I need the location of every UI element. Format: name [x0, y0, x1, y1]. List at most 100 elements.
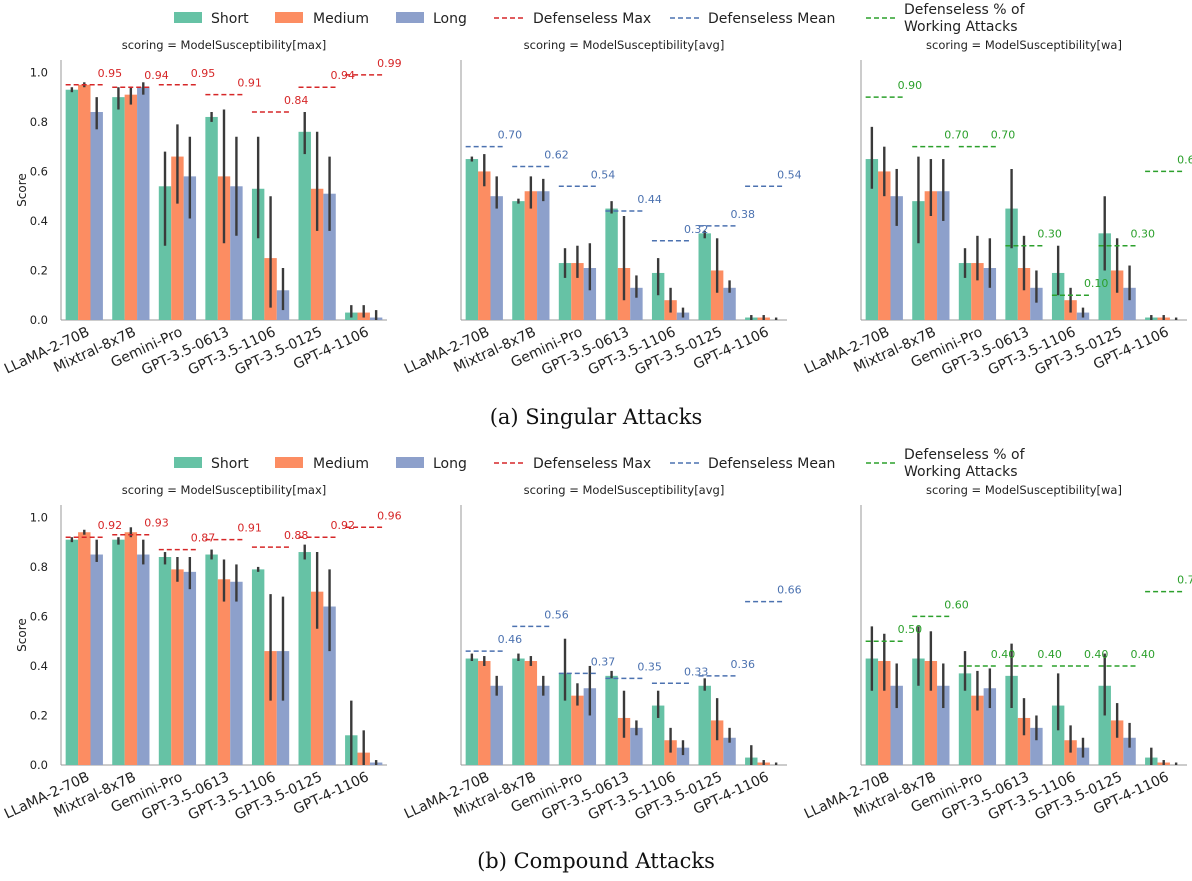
reference-label: 0.44 — [637, 193, 662, 206]
y-tick-label: 0.4 — [30, 659, 48, 673]
bar-short — [865, 658, 879, 765]
bar-medium — [878, 661, 891, 765]
bar-short — [698, 685, 711, 765]
bar-long — [90, 554, 103, 765]
reference-label: 0.54 — [591, 168, 616, 181]
bar-long — [323, 606, 336, 765]
reference-label: 0.62 — [544, 148, 569, 161]
y-tick-label: 0.2 — [30, 708, 48, 722]
bar-medium — [124, 94, 138, 321]
legend-label-short: Short — [211, 11, 249, 27]
bar-medium — [710, 270, 724, 320]
reference-label: 0.40 — [991, 648, 1016, 661]
bar-short — [512, 201, 525, 320]
bar-long — [183, 176, 197, 320]
y-tick-label: 0.0 — [30, 758, 48, 772]
bar-medium — [78, 84, 91, 320]
bar-long — [230, 186, 243, 320]
bar-short — [1005, 208, 1018, 320]
panel-singular-2: scoring = ModelSusceptibility[avg] 0.70 0.… — [402, 38, 802, 379]
bar-long — [676, 747, 690, 765]
chart-panels: scoring = ModelSusceptibility[max] 0.0 0.2… — [2, 38, 1192, 824]
bar-long — [1030, 727, 1043, 765]
bar-medium — [924, 661, 938, 765]
caption-singular: (a) Singular Attacks — [490, 405, 703, 429]
reference-label: 0.99 — [377, 57, 402, 70]
bar-short — [112, 539, 125, 765]
bar-short — [158, 557, 172, 765]
reference-label: 0.46 — [498, 633, 523, 646]
reference-label: 0.84 — [284, 94, 309, 107]
bar-long — [230, 581, 243, 765]
bar-medium — [310, 591, 324, 765]
y-tick-label: 0.8 — [30, 115, 48, 129]
bar-short — [558, 263, 572, 320]
reference-label: 0.70 — [498, 129, 523, 142]
legend-swatch-medium — [275, 457, 303, 468]
bar-medium — [1017, 717, 1031, 765]
bar-medium — [1110, 270, 1124, 320]
panel-title: scoring = ModelSusceptibility[wa] — [926, 483, 1122, 497]
bar-short — [958, 263, 972, 320]
legend-swatch-long — [396, 12, 424, 23]
reference-label: 0.70 — [944, 129, 969, 142]
reference-label: 0.87 — [191, 532, 216, 545]
legend-label-long: Long — [433, 456, 467, 472]
panel-singular-3: scoring = ModelSusceptibility[wa] 0.90 0.7… — [802, 38, 1192, 379]
bar-long — [137, 87, 150, 320]
reference-label: 0.95 — [98, 67, 123, 80]
legend-label-mean: Defenseless Mean — [708, 11, 835, 27]
reference-label: 0.94 — [144, 69, 169, 82]
panel-compound-1: scoring = ModelSusceptibility[max] 0.0 0.2… — [2, 483, 402, 824]
bar-medium — [1110, 720, 1124, 765]
bar-short — [605, 675, 618, 765]
bar-long — [583, 688, 597, 765]
y-tick-label: 0.6 — [30, 609, 48, 623]
bar-short — [958, 673, 972, 765]
reference-label: 0.30 — [1131, 228, 1156, 241]
bar-medium — [217, 176, 231, 320]
bar-short — [558, 673, 572, 765]
bar-medium — [478, 661, 491, 765]
bar-long — [1123, 737, 1136, 765]
bar-short — [1005, 675, 1018, 765]
y-tick-label: 0.4 — [30, 214, 48, 228]
reference-label: 0.93 — [144, 517, 169, 530]
panel-title: scoring = ModelSusceptibility[avg] — [524, 483, 725, 497]
reference-label: 0.92 — [98, 519, 123, 532]
y-axis-label: Score — [15, 173, 29, 207]
bar-long — [276, 651, 290, 765]
bar-short — [512, 658, 525, 765]
reference-label: 0.70 — [1177, 574, 1192, 587]
bar-long — [723, 287, 736, 320]
legend-label-wa-line2: Working Attacks — [904, 19, 1018, 35]
bar-medium — [971, 263, 984, 320]
bar-long — [723, 737, 736, 765]
y-tick-label: 0.6 — [30, 164, 48, 178]
bar-short — [1051, 705, 1065, 765]
reference-label: 0.96 — [377, 509, 402, 522]
bar-short — [698, 233, 711, 320]
bar-medium — [310, 188, 324, 320]
reference-label: 0.30 — [1037, 228, 1062, 241]
reference-label: 0.91 — [237, 77, 262, 90]
panel-title: scoring = ModelSusceptibility[max] — [122, 38, 327, 52]
legend-label-wa-line1: Defenseless % of — [904, 2, 1026, 18]
y-axis-label: Score — [15, 618, 29, 652]
legend-label-medium: Medium — [313, 11, 369, 27]
reference-label: 0.88 — [284, 529, 309, 542]
reference-label: 0.33 — [684, 665, 709, 678]
bar-short — [465, 159, 479, 320]
bar-medium — [78, 532, 91, 765]
bar-long — [537, 685, 550, 765]
panel-title: scoring = ModelSusceptibility[avg] — [524, 38, 725, 52]
panel-compound-3: scoring = ModelSusceptibility[wa] 0.50 0.6… — [802, 483, 1192, 824]
y-tick-label: 1.0 — [30, 510, 48, 524]
bar-long — [937, 685, 950, 765]
bar-short — [465, 658, 479, 765]
bar-medium — [878, 171, 891, 320]
legend-swatch-medium — [275, 12, 303, 23]
legend-swatch-short — [174, 457, 202, 468]
legend-label-max: Defenseless Max — [533, 11, 651, 27]
